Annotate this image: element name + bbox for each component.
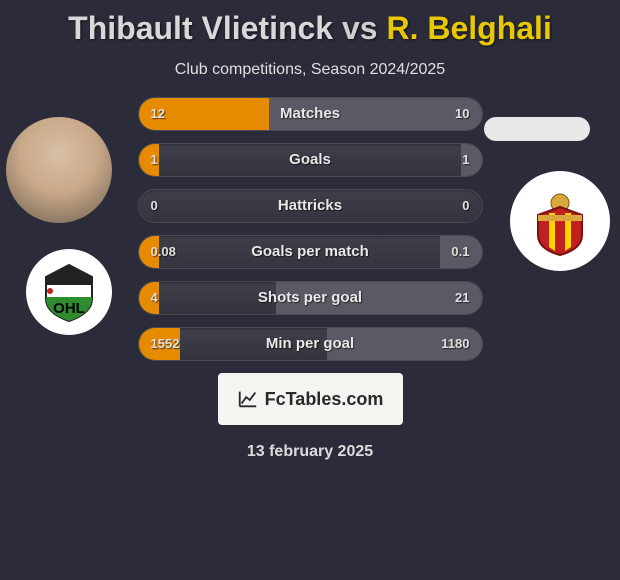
stat-label: Shots per goal [139, 282, 482, 314]
svg-text:OHL: OHL [53, 300, 85, 317]
player1-avatar [6, 117, 112, 223]
stat-label: Goals per match [139, 236, 482, 268]
comparison-title: Thibault Vlietinck vs R. Belghali [0, 0, 620, 47]
player2-club-crest [510, 171, 610, 271]
chart-icon [237, 388, 259, 410]
stat-label: Matches [139, 98, 482, 130]
stat-label: Min per goal [139, 328, 482, 360]
brand-badge: FcTables.com [218, 373, 403, 425]
stat-row: 11Goals [138, 143, 483, 177]
player2-avatar [484, 117, 590, 141]
stat-row: 15521180Min per goal [138, 327, 483, 361]
stats-container: 1210Matches 11Goals 00Hattricks 0.080.1Goal… [138, 97, 483, 361]
brand-text: FcTables.com [265, 389, 384, 410]
main-area: OHL 1210Matches 11Goals 00Hattricks 0.080.1… [0, 97, 620, 361]
vs-text: vs [342, 10, 378, 46]
player1-club-crest: OHL [26, 249, 112, 335]
stat-row: 421Shots per goal [138, 281, 483, 315]
ohl-crest-icon: OHL [36, 259, 102, 325]
player2-name: R. Belghali [386, 10, 551, 46]
kv-mechelen-crest-icon [522, 183, 598, 259]
stat-label: Hattricks [139, 190, 482, 222]
player1-name: Thibault Vlietinck [68, 10, 333, 46]
stat-row: 0.080.1Goals per match [138, 235, 483, 269]
date-text: 13 february 2025 [0, 443, 620, 461]
stat-row: 00Hattricks [138, 189, 483, 223]
stat-label: Goals [139, 144, 482, 176]
subtitle: Club competitions, Season 2024/2025 [0, 61, 620, 79]
stat-row: 1210Matches [138, 97, 483, 131]
